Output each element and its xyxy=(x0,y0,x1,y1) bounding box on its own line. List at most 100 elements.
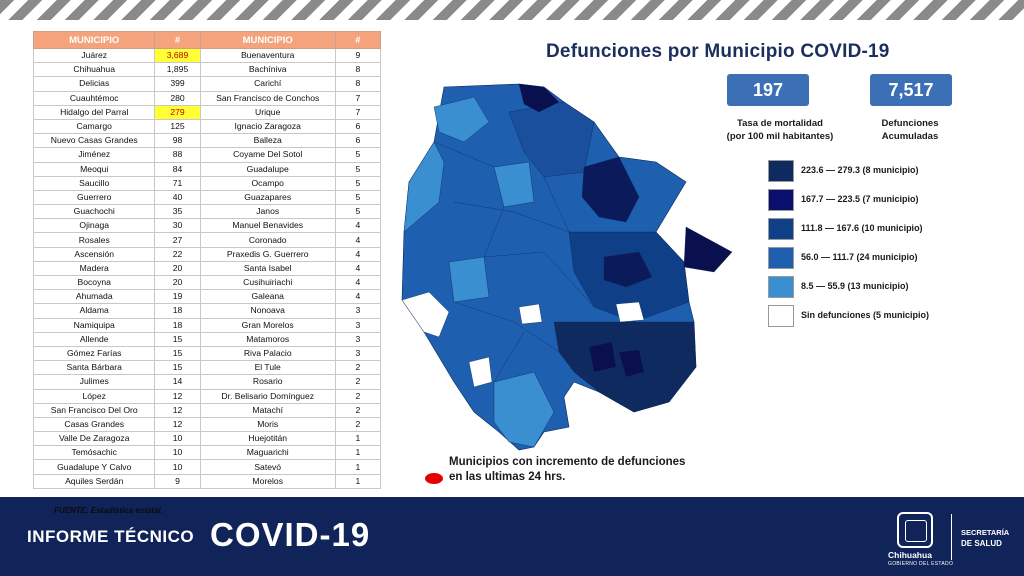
table-row: Gómez Farías 15 Riva Palacio 3 xyxy=(32,345,382,362)
page-title: Defunciones por Municipio COVID-19 xyxy=(546,41,890,62)
map-legend: 223.6 — 279.3 (8 municipio) 167.7 — 223.… xyxy=(768,160,1008,334)
municipio-cell: Buenaventura xyxy=(199,47,336,64)
municipio-cell: Ignacio Zaragoza xyxy=(199,118,336,135)
municipio-cell: Santa Isabel xyxy=(199,260,336,277)
municipio-cell: Rosales xyxy=(32,232,156,248)
municipio-cell: Allende xyxy=(32,331,156,347)
municipio-cell: Gran Morelos xyxy=(199,317,336,333)
municipio-cell: Juárez xyxy=(32,47,156,64)
table-row: Chihuahua 1,895 Bachíniva 8 xyxy=(32,62,382,78)
municipio-cell: Jiménez xyxy=(32,147,156,163)
count-cell: 15 xyxy=(154,331,201,347)
secretaria-label: SECRETARÍA xyxy=(961,528,1010,537)
legend-item: 56.0 — 111.7 (24 municipio) xyxy=(768,247,1008,276)
count-cell: 279 xyxy=(154,104,201,120)
legend-swatch xyxy=(768,218,794,240)
municipio-cell: Dr. Belisario Domínguez xyxy=(199,388,336,404)
municipio-cell: San Francisco de Conchos xyxy=(199,90,336,106)
count-cell: 18 xyxy=(154,317,201,333)
municipio-cell: Chihuahua xyxy=(32,62,156,78)
count-cell: 125 xyxy=(154,118,201,135)
region-light-west xyxy=(403,141,445,233)
count-cell: 5 xyxy=(334,147,382,163)
municipio-cell: Maguarichi xyxy=(199,445,336,461)
municipio-cell: San Francisco Del Oro xyxy=(32,402,156,418)
count-cell: 15 xyxy=(154,360,201,376)
municipio-cell: Guadalupe Y Calvo xyxy=(32,459,156,475)
count-cell: 1 xyxy=(334,445,382,461)
count-cell: 3 xyxy=(334,331,382,347)
legend-swatch xyxy=(768,276,794,298)
source-note: FUENTE: Estadística estatal. xyxy=(54,506,163,515)
region-dark-east-1 xyxy=(581,156,640,223)
count-cell: 10 xyxy=(154,431,201,447)
region-no-deaths-center xyxy=(518,303,543,325)
table-row: Aquiles Serdán 9 Morelos 1 xyxy=(32,473,382,489)
count-cell: 88 xyxy=(154,147,201,163)
table-row: Guadalupe Y Calvo 10 Satevó 1 xyxy=(32,459,382,475)
municipio-cell: Namiquipa xyxy=(32,317,156,333)
table-row: Hidalgo del Parral 279 Urique 7 xyxy=(32,104,382,120)
legend-item: 111.8 — 167.6 (10 municipio) xyxy=(768,218,1008,247)
legend-swatch xyxy=(768,305,794,327)
count-cell: 18 xyxy=(154,303,201,319)
count-cell: 20 xyxy=(154,274,201,291)
municipio-cell: Hidalgo del Parral xyxy=(32,104,156,120)
municipio-cell: Aldama xyxy=(32,303,156,319)
count-cell: 3 xyxy=(334,303,382,319)
accumulated-deaths-label-line1: Defunciones xyxy=(881,118,939,129)
count-cell: 20 xyxy=(154,260,201,277)
increase-note: Municipios con incremento de defunciones… xyxy=(449,455,685,485)
municipio-cell: Julimes xyxy=(32,374,156,390)
municipality-table: MUNICIPIO # MUNICIPIO # Juárez 3,689 Buena… xyxy=(32,31,382,494)
municipio-cell: Huejotitán xyxy=(199,431,336,447)
municipio-cell: Coronado xyxy=(199,232,336,248)
region-parral xyxy=(588,341,617,373)
count-cell: 4 xyxy=(334,232,382,248)
municipio-cell: Matachí xyxy=(199,402,336,418)
count-cell: 2 xyxy=(334,416,382,433)
region-no-deaths-east xyxy=(615,301,645,323)
count-cell: 15 xyxy=(154,345,201,362)
municipio-cell: Bachíniva xyxy=(199,62,336,78)
count-cell: 4 xyxy=(334,289,382,305)
count-cell: 2 xyxy=(334,360,382,376)
count-cell: 22 xyxy=(154,246,201,262)
count-cell: 3 xyxy=(334,317,382,333)
municipio-cell: Guadalupe xyxy=(199,161,336,177)
table-row: Ojinaga 30 Manuel Benavides 4 xyxy=(32,218,382,234)
count-cell: 2 xyxy=(334,402,382,418)
increase-note-line1: Municipios con incremento de defunciones xyxy=(449,456,686,468)
municipio-cell: López xyxy=(32,388,156,404)
increase-note-line2: en las ultimas 24 hrs. xyxy=(449,471,566,483)
count-cell: 1 xyxy=(334,459,382,475)
count-cell: 7 xyxy=(334,90,382,106)
legend-item: 8.5 — 55.9 (13 municipio) xyxy=(768,276,1008,305)
municipio-cell: Casas Grandes xyxy=(32,416,156,433)
municipio-cell: Temósachic xyxy=(32,445,156,461)
legend-item: 223.6 — 279.3 (8 municipio) xyxy=(768,160,1008,189)
municipio-cell: Moris xyxy=(199,416,336,433)
municipio-cell: Coyame Del Sotol xyxy=(199,147,336,163)
table-row: Julimes 14 Rosario 2 xyxy=(32,374,382,390)
legend-label: 56.0 — 111.7 (24 municipio) xyxy=(801,252,918,262)
municipio-cell: Madera xyxy=(32,260,156,277)
count-cell: 30 xyxy=(154,218,201,234)
region-juarez xyxy=(518,83,560,113)
legend-label: 223.6 — 279.3 (8 municipio) xyxy=(801,165,919,175)
municipio-cell: Cuauhtémoc xyxy=(32,90,156,106)
municipio-cell: Ascensión xyxy=(32,246,156,262)
table-row: Jiménez 88 Coyame Del Sotol 5 xyxy=(32,147,382,163)
municipal-boundaries xyxy=(433,141,595,383)
count-cell: 4 xyxy=(334,274,382,291)
count-cell: 35 xyxy=(154,204,201,220)
table-row: Aldama 18 Nonoava 3 xyxy=(32,303,382,319)
legend-label: 111.8 — 167.6 (10 municipio) xyxy=(801,223,923,233)
count-cell: 4 xyxy=(334,246,382,262)
region-no-deaths-south xyxy=(468,356,493,388)
table-row: Camargo 125 Ignacio Zaragoza 6 xyxy=(32,118,382,135)
municipio-cell: Carichí xyxy=(199,76,336,92)
count-cell: 27 xyxy=(154,232,201,248)
region-light-center xyxy=(493,161,535,208)
chihuahua-seal-icon xyxy=(897,512,933,548)
